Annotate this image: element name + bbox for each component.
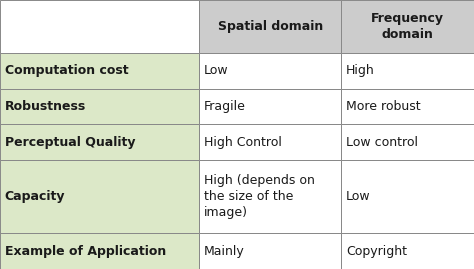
Text: Capacity: Capacity [5, 190, 65, 203]
Text: Perceptual Quality: Perceptual Quality [5, 136, 135, 149]
Bar [0, 124, 199, 160]
Bar [0, 53, 199, 89]
Bar [199, 0, 341, 53]
Bar [0, 0, 199, 53]
Bar [341, 53, 474, 89]
Text: Copyright: Copyright [346, 245, 407, 258]
Text: Low: Low [346, 190, 371, 203]
Bar [199, 89, 341, 124]
Text: Robustness: Robustness [5, 100, 86, 113]
Text: High: High [346, 64, 375, 77]
Bar [199, 53, 341, 89]
Text: Computation cost: Computation cost [5, 64, 128, 77]
Bar [199, 124, 341, 160]
Text: High Control: High Control [204, 136, 282, 149]
Text: Example of Application: Example of Application [5, 245, 166, 258]
Text: More robust: More robust [346, 100, 420, 113]
Bar [0, 160, 199, 233]
Text: Frequency
domain: Frequency domain [371, 12, 444, 41]
Bar [199, 160, 341, 233]
Bar [341, 89, 474, 124]
Text: High (depends on
the size of the
image): High (depends on the size of the image) [204, 174, 315, 219]
Text: Mainly: Mainly [204, 245, 245, 258]
Bar [199, 233, 341, 269]
Bar [341, 233, 474, 269]
Text: Low: Low [204, 64, 228, 77]
Text: Low control: Low control [346, 136, 418, 149]
Bar [341, 124, 474, 160]
Bar [0, 233, 199, 269]
Text: Spatial domain: Spatial domain [218, 20, 323, 33]
Bar [341, 0, 474, 53]
Bar [0, 89, 199, 124]
Text: Fragile: Fragile [204, 100, 246, 113]
Bar [341, 160, 474, 233]
